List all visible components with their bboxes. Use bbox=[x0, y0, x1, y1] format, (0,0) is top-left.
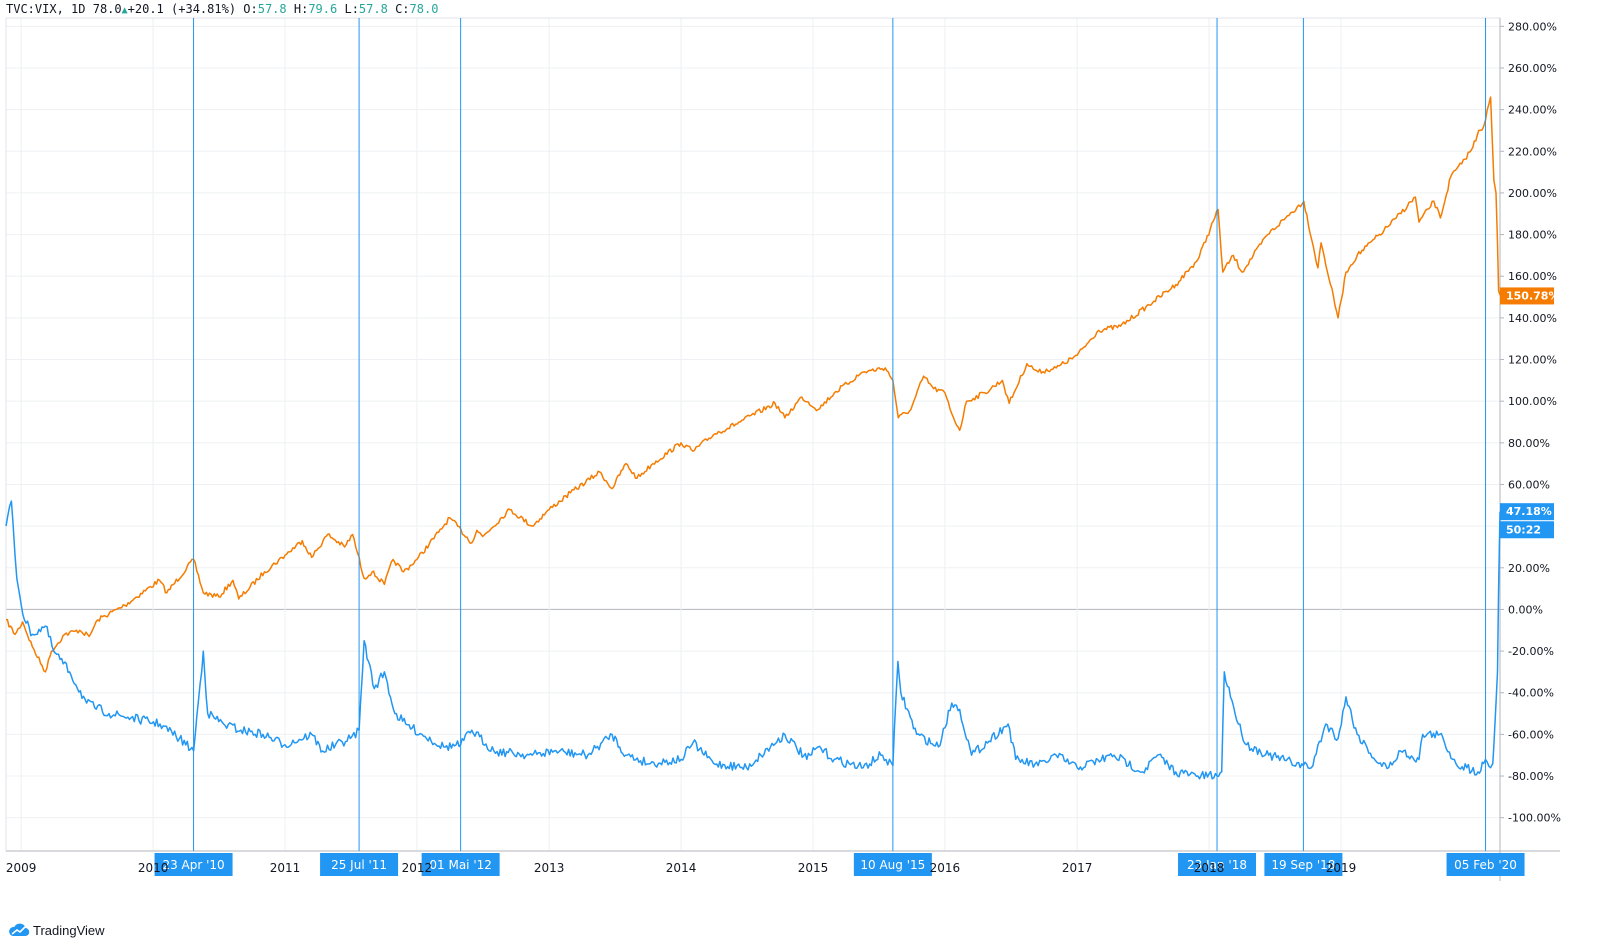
y-tick-label: 80.00% bbox=[1508, 437, 1550, 450]
y-tick-label: 180.00% bbox=[1508, 229, 1557, 242]
y-tick-label: 140.00% bbox=[1508, 312, 1557, 325]
low-label: L: bbox=[344, 2, 359, 16]
low-value: 57.8 bbox=[358, 2, 388, 16]
date-markers: 23 Apr '10 25 Jul '11 01 Mai '12 10 Aug '15… bbox=[154, 18, 1525, 876]
close-value: 78.0 bbox=[409, 2, 439, 16]
marker-label-bg bbox=[853, 853, 932, 876]
interval: 1D bbox=[71, 2, 86, 16]
open-label: O: bbox=[243, 2, 258, 16]
brand-name: TradingView bbox=[33, 922, 105, 938]
last-value-bg bbox=[1500, 287, 1554, 305]
grid bbox=[6, 18, 1500, 851]
price-change-percent: (+34.81%) bbox=[171, 2, 237, 16]
marker-label: 25 Jul '11 bbox=[331, 858, 387, 872]
y-tick-label: 160.00% bbox=[1508, 270, 1557, 283]
tradingview-cloud-icon bbox=[9, 923, 30, 937]
series-line-spx bbox=[6, 96, 1501, 673]
x-tick-label: 2014 bbox=[666, 861, 697, 875]
x-tick-label: 2016 bbox=[930, 861, 961, 875]
x-tick-label: 2019 bbox=[1326, 861, 1357, 875]
open-value: 57.8 bbox=[257, 2, 287, 16]
chart-legend-header: TVC:VIX, 1D 78.0▲+20.1 (+34.81%) O:57.8 … bbox=[6, 1, 438, 17]
last-value-labels: 150.78% 47.18% 50:22 bbox=[1500, 287, 1559, 539]
last-value-label: 50:22 bbox=[1506, 523, 1541, 536]
high-value: 79.6 bbox=[308, 2, 338, 16]
last-price: 78.0 bbox=[92, 2, 122, 16]
last-value-label: 150.78% bbox=[1506, 289, 1559, 302]
marker-label-bg bbox=[1264, 853, 1343, 876]
marker-label-bg bbox=[1178, 853, 1257, 876]
y-tick-label: -60.00% bbox=[1508, 728, 1554, 741]
y-tick-label: -80.00% bbox=[1508, 770, 1554, 783]
y-tick-label: 280.00% bbox=[1508, 20, 1557, 33]
price-change: +20.1 bbox=[127, 2, 164, 16]
y-tick-label: 120.00% bbox=[1508, 354, 1557, 367]
symbol-name[interactable]: TVC:VIX, bbox=[6, 2, 64, 16]
last-value-bg bbox=[1500, 521, 1554, 539]
marker-label: 23 Jan '18 bbox=[1187, 858, 1247, 872]
y-tick-label: 240.00% bbox=[1508, 104, 1557, 117]
y-tick-label: 0.00% bbox=[1508, 603, 1543, 616]
y-tick-label: -20.00% bbox=[1508, 645, 1554, 658]
marker-label: 23 Apr '10 bbox=[162, 858, 224, 872]
marker-label: 10 Aug '15 bbox=[860, 858, 925, 872]
marker-label-bg bbox=[320, 853, 399, 876]
x-tick-label: 2017 bbox=[1062, 861, 1093, 875]
y-tick-label: 220.00% bbox=[1508, 145, 1557, 158]
x-tick-label: 2018 bbox=[1194, 861, 1225, 875]
plot-border bbox=[5, 17, 1501, 852]
chart-frame bbox=[5, 17, 1560, 881]
marker-label: 19 Sep '18 bbox=[1271, 858, 1335, 872]
series-layer bbox=[5, 96, 1501, 780]
y-tick-label: 60.00% bbox=[1508, 478, 1550, 491]
marker-label: 05 Feb '20 bbox=[1454, 858, 1517, 872]
y-tick-label: -100.00% bbox=[1508, 812, 1561, 825]
x-tick-label: 2011 bbox=[270, 861, 301, 875]
y-tick-label: -40.00% bbox=[1508, 687, 1554, 700]
y-tick-label: 260.00% bbox=[1508, 62, 1557, 75]
x-tick-label: 2013 bbox=[534, 861, 565, 875]
x-tick-label: 2009 bbox=[6, 861, 37, 875]
time-axis[interactable]: 2009 2010 2011 2012 2013 2014 2015 2016 2017 2018… bbox=[6, 861, 1356, 875]
x-tick-label: 2012 bbox=[402, 861, 433, 875]
marker-label-bg bbox=[154, 853, 233, 876]
up-arrow-icon: ▲ bbox=[121, 5, 128, 16]
x-tick-label: 2015 bbox=[798, 861, 829, 875]
marker-label-bg bbox=[1446, 853, 1525, 876]
y-tick-label: 20.00% bbox=[1508, 562, 1550, 575]
marker-label: 01 Mai '12 bbox=[429, 858, 492, 872]
last-value-bg bbox=[1500, 503, 1554, 521]
series-line-vix bbox=[5, 500, 1501, 780]
marker-label-bg bbox=[421, 853, 500, 876]
price-axis[interactable]: 280.00% 260.00% 240.00% 220.00% 200.00% 180.0… bbox=[1500, 20, 1561, 825]
last-value-label: 47.18% bbox=[1506, 505, 1552, 518]
high-label: H: bbox=[293, 2, 309, 16]
x-tick-label: 2010 bbox=[138, 861, 169, 875]
tradingview-logo[interactable]: TradingView bbox=[8, 920, 105, 940]
y-tick-label: 200.00% bbox=[1508, 187, 1557, 200]
close-label: C: bbox=[395, 2, 410, 16]
y-tick-label: 100.00% bbox=[1508, 395, 1557, 408]
